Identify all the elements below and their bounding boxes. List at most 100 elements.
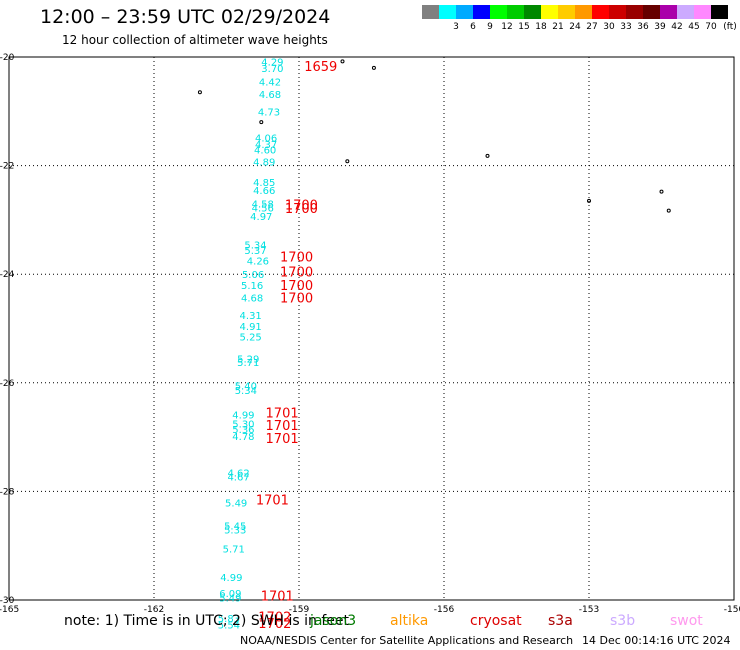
legend-label: 24 (569, 22, 581, 32)
swh-value: 3.70 (261, 64, 283, 75)
swh-value: 4.99 (220, 573, 242, 584)
time-value: 1659 (304, 60, 337, 75)
time-value: 1702 (258, 610, 291, 625)
longitude-label: -156 (434, 605, 455, 615)
swh-value: 4.78 (232, 432, 254, 443)
swh-value: 4.67 (227, 473, 249, 484)
islands-layer (197, 59, 671, 213)
swh-value: 5.16 (241, 281, 263, 292)
island-marker (340, 59, 345, 64)
time-value: 1700 (280, 292, 313, 307)
island-marker (659, 189, 664, 194)
legend-swatch (643, 5, 660, 19)
satellite-s3b: s3b (610, 613, 636, 629)
swh-value: 5.25 (240, 333, 262, 344)
longitude-label: -159 (289, 605, 310, 615)
swh-value: 4.56 (252, 203, 274, 214)
swh-value: 5.36 (232, 425, 254, 436)
swh-value: 4.29 (261, 57, 283, 68)
latitude-label: -24 (0, 270, 15, 280)
time-value: 1701 (266, 407, 299, 422)
legend-swatch (660, 5, 677, 19)
legend-label: 33 (620, 22, 632, 32)
swh-value: 4.68 (259, 90, 281, 101)
legend-label: 18 (535, 22, 547, 32)
longitude-label: -165 (0, 605, 19, 615)
swh-value: 4.66 (253, 186, 275, 197)
legend-swatch (507, 5, 524, 19)
legend-label: 27 (586, 22, 598, 32)
legend-swatch (490, 5, 507, 19)
swh-value: 4.06 (255, 133, 277, 144)
legend-label: 3 (453, 22, 459, 32)
legend-swatch (439, 5, 456, 19)
swh-value: 5.83 (218, 614, 240, 625)
time-value: 1700 (285, 199, 318, 214)
time-values-layer: 1659170017001700170017001700170117011701… (256, 60, 337, 632)
legend-swatch (694, 5, 711, 19)
legend-label: 9 (487, 22, 493, 32)
longitude-label: -162 (144, 605, 164, 615)
legend-label: 42 (671, 22, 683, 32)
legend-swatch (541, 5, 558, 19)
time-value: 1701 (266, 419, 299, 434)
swh-value: 4.58 (252, 200, 274, 211)
swh-value: 5.33 (224, 525, 246, 536)
swh-value: 4.99 (232, 410, 254, 421)
satellite-jason3: jason3 (310, 613, 357, 629)
legend-swatch (422, 5, 439, 19)
swh-value: 5.54 (218, 620, 240, 631)
swh-value: 4.37 (255, 140, 277, 151)
legend-swatch (677, 5, 694, 19)
swh-value: 5.71 (237, 358, 259, 369)
time-value: 1700 (280, 265, 313, 280)
legend-swatch (592, 5, 609, 19)
swh-value: 4.42 (259, 77, 281, 88)
time-value: 1700 (285, 202, 318, 217)
latitude-label: -28 (0, 487, 15, 497)
island-marker (485, 153, 490, 158)
island-marker (666, 208, 671, 213)
legend-swatch (711, 5, 728, 19)
legend-swatch (524, 5, 541, 19)
time-value: 1701 (261, 590, 294, 605)
map-title: 12:00 – 23:59 UTC 02/29/2024 (40, 6, 331, 28)
time-value: 1701 (256, 494, 289, 509)
swh-value: 4.89 (253, 157, 275, 168)
island-marker (197, 90, 202, 95)
island-marker (587, 198, 591, 203)
swh-value: 6.09 (219, 589, 241, 600)
legend-swatch (609, 5, 626, 19)
swh-value: 5.49 (219, 593, 241, 604)
swh-value: 4.73 (258, 107, 280, 118)
footer-credit: NOAA/NESDIS Center for Satellite Applica… (240, 634, 574, 647)
swh-value: 5.37 (244, 246, 266, 257)
legend-label: 12 (501, 22, 513, 32)
legend-swatch (626, 5, 643, 19)
legend-label: 6 (470, 22, 476, 32)
satellite-s3a: s3a (548, 613, 573, 629)
swh-value: 4.31 (240, 311, 262, 322)
latitude-label: -20 (0, 53, 15, 63)
swh-value: 4.26 (247, 257, 269, 268)
satellite-altika: altika (390, 613, 429, 629)
satellite-cryosat: cryosat (470, 613, 522, 629)
legend-swatch (558, 5, 575, 19)
island-marker (259, 120, 264, 125)
swh-value: 4.60 (254, 145, 276, 156)
legend-unit: (ft) (723, 22, 737, 32)
time-value: 1700 (280, 279, 313, 294)
swh-value: 5.29 (237, 354, 259, 365)
map-subtitle: 12 hour collection of altimeter wave hei… (62, 33, 328, 47)
legend-swatch (456, 5, 473, 19)
legend-label: 15 (518, 22, 530, 32)
satellite-swot: swot (670, 613, 703, 629)
swh-value: 4.85 (253, 178, 275, 189)
swh-value: 5.06 (242, 270, 264, 281)
map-grid (9, 57, 734, 600)
legend-label: 30 (603, 22, 615, 32)
latitude-label: -26 (0, 379, 15, 389)
footer-note: note: 1) Time is in UTC; 2) SWH is in fe… (64, 613, 350, 629)
legend-swatch (473, 5, 490, 19)
latitude-labels: -20 -22 -24 -26 -28 -30 (0, 53, 15, 606)
